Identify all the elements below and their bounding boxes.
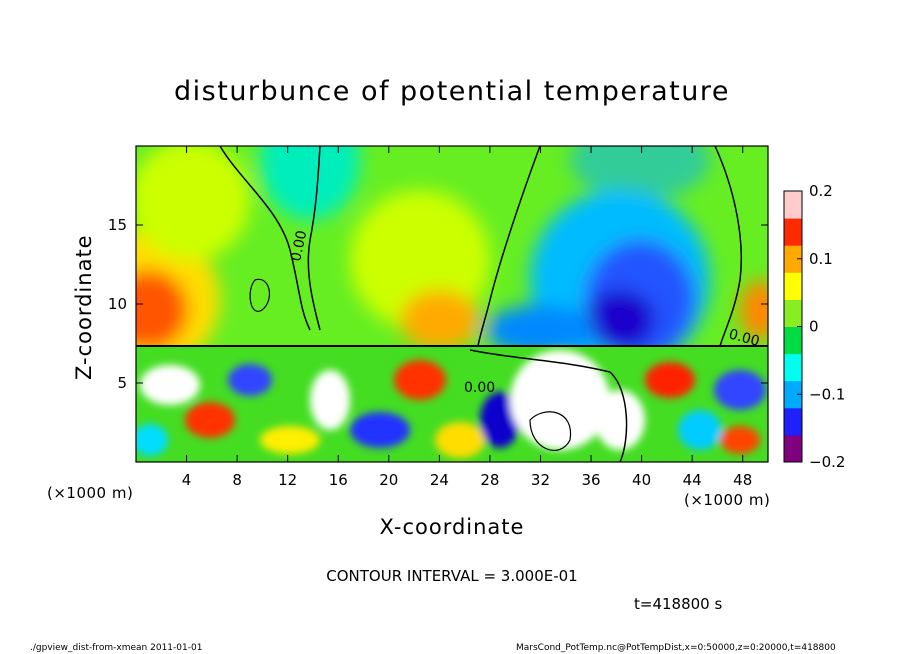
x-axis-ticks: 4 8 12 16 20 24 28 32 36 40 44 48	[182, 146, 752, 489]
y-axis-unit: (×1000 m)	[47, 484, 134, 502]
x-tick-label: 48	[733, 471, 752, 489]
chart-title: disturbunce of potential temperature	[174, 76, 730, 107]
colorbar-tick-label: −0.2	[809, 453, 845, 471]
colorbar-swatch	[784, 326, 802, 355]
x-axis-unit: (×1000 m)	[684, 491, 771, 509]
colorbar: 0.2 0.1 0 −0.1 −0.2	[783, 182, 845, 471]
y-tick-label: 10	[108, 295, 127, 313]
colorbar-swatch	[784, 272, 802, 300]
x-tick-label: 36	[581, 471, 600, 489]
colorbar-swatch	[784, 245, 802, 273]
footer-right: MarsCond_PotTemp.nc@PotTempDist,x=0:5000…	[516, 643, 836, 653]
colorbar-swatch	[784, 353, 802, 382]
x-tick-label: 28	[480, 471, 499, 489]
x-tick-label: 8	[232, 471, 242, 489]
colorbar-swatch	[784, 434, 802, 463]
footer-left: ./gpview_dist-from-xmean 2011-01-01	[30, 643, 203, 653]
x-tick-label: 32	[531, 471, 550, 489]
y-tick-label: 5	[117, 374, 127, 392]
colorbar-tick-label: 0	[809, 318, 819, 336]
colorbar-swatch	[784, 191, 802, 219]
x-tick-label: 40	[632, 471, 651, 489]
colorbar-swatch	[784, 218, 802, 246]
x-tick-label: 12	[278, 471, 297, 489]
x-tick-label: 4	[182, 471, 192, 489]
x-axis-label: X-coordinate	[379, 515, 525, 539]
time-label: t=418800 s	[634, 595, 723, 613]
colorbar-tick-label: −0.1	[809, 385, 845, 403]
y-axis-label: Z-coordinate	[72, 234, 96, 380]
colorbar-tick-label: 0.1	[809, 250, 833, 268]
x-tick-label: 16	[329, 471, 348, 489]
colorbar-tick-label: 0.2	[809, 182, 833, 200]
colorbar-swatch	[784, 407, 802, 436]
contour-label: 0.00	[727, 326, 761, 350]
contour-interval: CONTOUR INTERVAL = 3.000E-01	[326, 567, 578, 585]
contour-label: 0.00	[288, 229, 310, 263]
colorbar-swatch	[784, 380, 802, 409]
x-tick-label: 44	[683, 471, 702, 489]
y-tick-label: 15	[108, 216, 127, 234]
y-axis-ticks: 5 10 15	[108, 216, 768, 392]
heatmap-field	[136, 146, 768, 462]
contour-label: 0.00	[464, 380, 495, 396]
x-tick-label: 24	[430, 471, 449, 489]
colorbar-swatch	[784, 299, 802, 327]
x-tick-label: 20	[379, 471, 398, 489]
